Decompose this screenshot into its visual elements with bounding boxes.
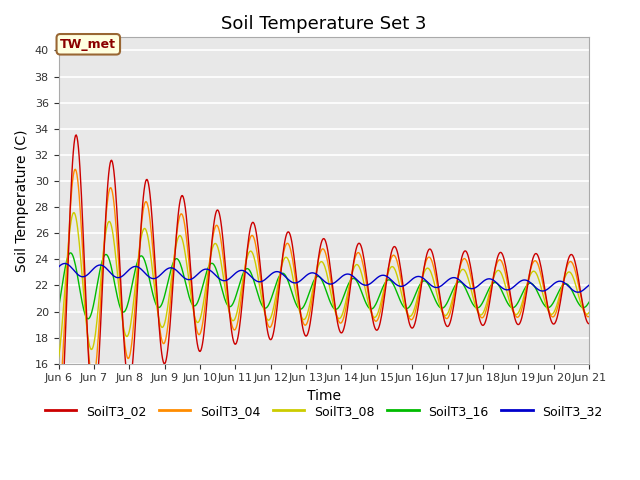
X-axis label: Time: Time xyxy=(307,389,340,403)
Y-axis label: Soil Temperature (C): Soil Temperature (C) xyxy=(15,129,29,272)
Title: Soil Temperature Set 3: Soil Temperature Set 3 xyxy=(221,15,426,33)
Text: TW_met: TW_met xyxy=(60,38,116,51)
Legend: SoilT3_02, SoilT3_04, SoilT3_08, SoilT3_16, SoilT3_32: SoilT3_02, SoilT3_04, SoilT3_08, SoilT3_… xyxy=(40,400,608,423)
